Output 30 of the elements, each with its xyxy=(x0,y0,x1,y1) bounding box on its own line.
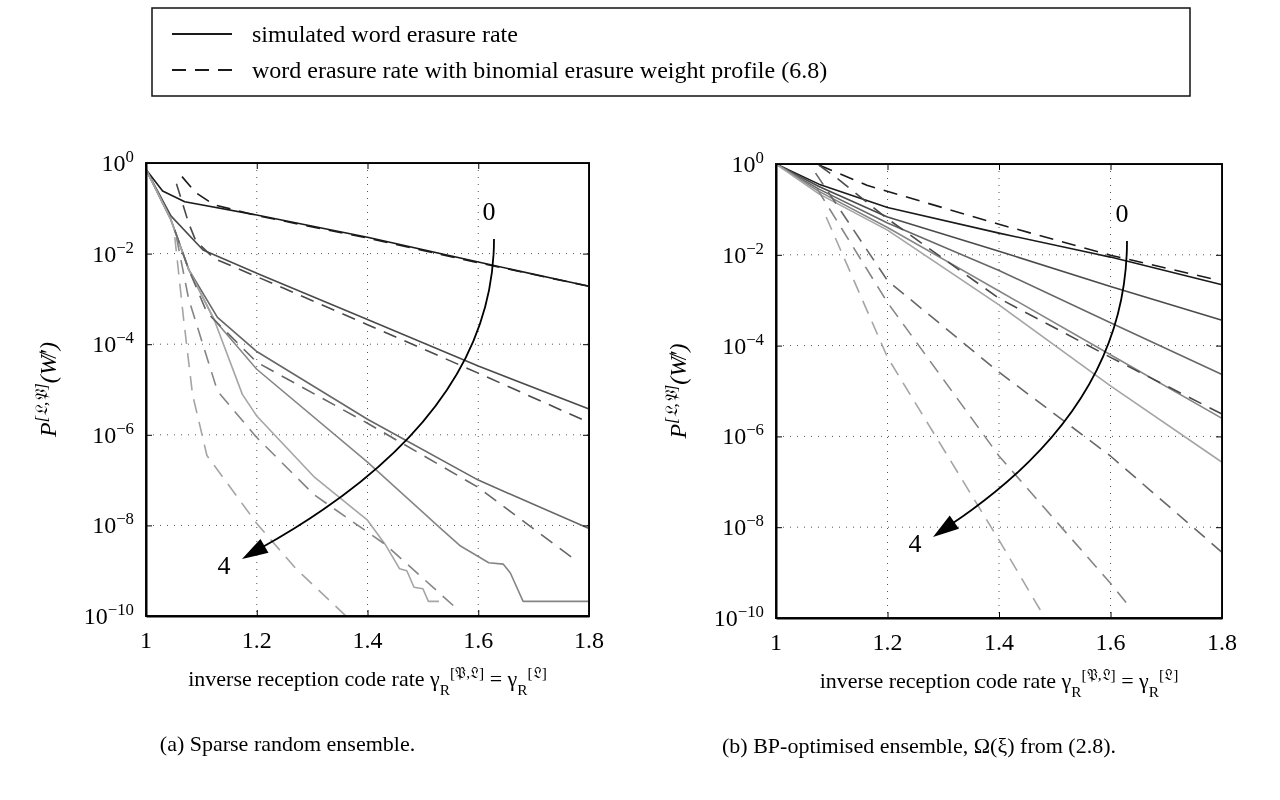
x-tick-label: 1.2 xyxy=(872,629,903,655)
x-tick-label: 1.4 xyxy=(984,629,1014,655)
y-tick-label: 10$^{−2}$ xyxy=(92,237,134,267)
annotation: 0 xyxy=(482,197,496,226)
annotation: 0 xyxy=(1115,199,1129,228)
y-tick-label: 10$^{0}$ xyxy=(731,147,764,177)
annotation: 4 xyxy=(217,551,231,580)
y-tick-label: 10$^{−4}$ xyxy=(92,327,135,358)
annotation: 4 xyxy=(908,529,922,558)
y-tick-label: 10$^{−4}$ xyxy=(722,329,765,359)
y-tick-label: 10$^{0}$ xyxy=(101,146,134,176)
legend-label: word erasure rate with binomial erasure weight profile (6.8) xyxy=(252,57,828,83)
y-tick-label: 10$^{−8}$ xyxy=(92,508,134,539)
text: (a) Sparse random ensemble. xyxy=(159,731,416,756)
x-tick-label: 1.4 xyxy=(352,627,383,653)
x-tick-label: 1.8 xyxy=(574,627,604,653)
x-tick-label: 1.8 xyxy=(1207,629,1237,655)
x-tick-label: 1 xyxy=(770,629,782,655)
x-tick-label: 1.6 xyxy=(1095,629,1126,655)
legend-label: simulated word erasure rate xyxy=(252,21,518,47)
y-tick-label: 10$^{−8}$ xyxy=(722,510,764,541)
y-tick-label: 10$^{−10}$ xyxy=(713,601,764,631)
y-tick-label: 10$^{−6}$ xyxy=(722,419,764,450)
x-tick-label: 1.6 xyxy=(463,627,494,653)
x-tick-label: 1.2 xyxy=(241,627,272,653)
y-tick-label: 10$^{−2}$ xyxy=(722,238,764,268)
x-tick-label: 1 xyxy=(140,627,152,653)
y-tick-label: 10$^{−6}$ xyxy=(92,418,134,448)
text: (b) BP-optimised ensemble, Ω(ξ) from (2.8). xyxy=(722,733,1116,758)
y-tick-label: 10$^{−10}$ xyxy=(83,599,134,629)
